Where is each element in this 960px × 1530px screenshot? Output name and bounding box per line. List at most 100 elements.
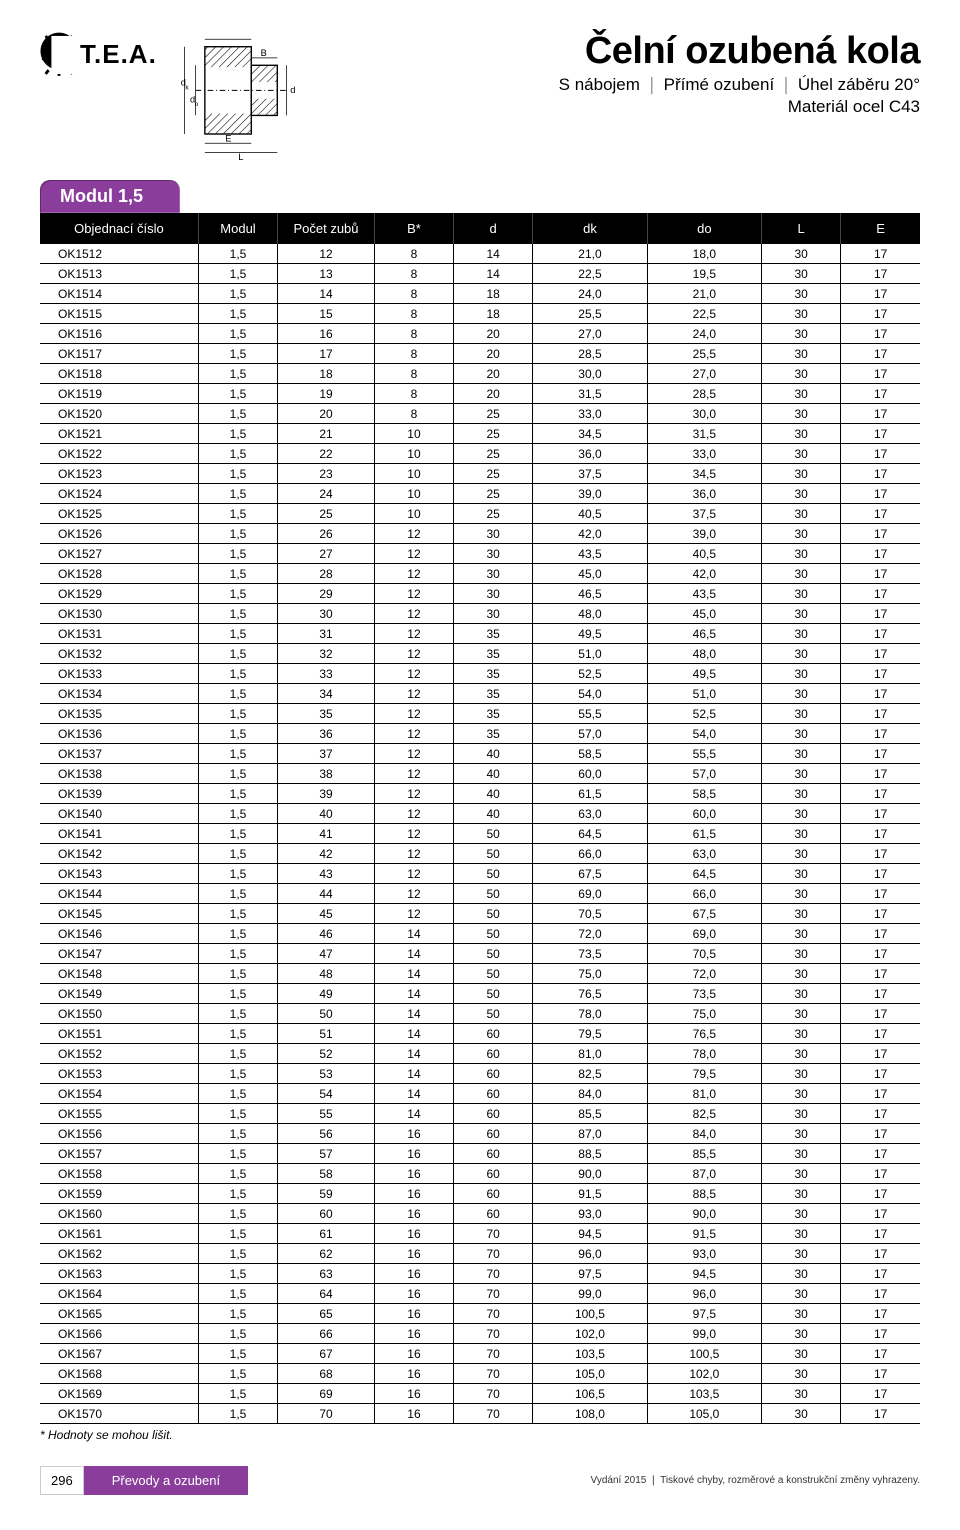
table-cell: 45 [278,904,375,924]
table-cell: 14 [454,244,533,264]
table-cell: 17 [841,544,920,564]
table-cell: 50 [454,1004,533,1024]
table-cell: 1,5 [198,824,277,844]
table-cell: 25,5 [533,304,647,324]
table-cell: 34,5 [533,424,647,444]
table-cell: OK1517 [40,344,198,364]
table-cell: 24,0 [647,324,761,344]
page-subtitle: S nábojem ❘ Přímé ozubení ❘ Úhel záběru … [559,75,920,95]
table-cell: 16 [374,1264,453,1284]
table-row: OK15171,51782028,525,53017 [40,344,920,364]
table-cell: 40 [454,804,533,824]
table-cell: 30 [762,544,841,564]
table-cell: 1,5 [198,344,277,364]
table-cell: 50 [454,944,533,964]
table-cell: 73,5 [533,944,647,964]
table-cell: OK1552 [40,1044,198,1064]
table-row: OK15681,5681670105,0102,03017 [40,1364,920,1384]
table-cell: 35 [278,704,375,724]
table-cell: 12 [374,824,453,844]
table-cell: 30 [762,1204,841,1224]
gear-diagram: dk do B d E L [177,30,307,160]
table-row: OK15191,51982031,528,53017 [40,384,920,404]
table-cell: 30 [762,1044,841,1064]
table-cell: 8 [374,344,453,364]
table-row: OK15181,51882030,027,03017 [40,364,920,384]
table-cell: OK1549 [40,984,198,1004]
table-cell: 102,0 [647,1364,761,1384]
table-cell: 61,5 [647,824,761,844]
svg-text:o: o [194,101,198,108]
table-cell: 21 [278,424,375,444]
table-cell: 16 [374,1384,453,1404]
table-cell: OK1515 [40,304,198,324]
table-cell: 1,5 [198,1024,277,1044]
table-cell: 17 [841,1284,920,1304]
table-cell: 100,5 [533,1304,647,1324]
table-cell: OK1519 [40,384,198,404]
table-cell: 103,5 [647,1384,761,1404]
table-cell: 1,5 [198,504,277,524]
table-cell: 57,0 [533,724,647,744]
table-cell: 14 [374,1104,453,1124]
table-cell: 45,0 [647,604,761,624]
table-cell: 64 [278,1284,375,1304]
table-row: OK15201,52082533,030,03017 [40,404,920,424]
table-cell: OK1561 [40,1224,198,1244]
table-cell: 39,0 [533,484,647,504]
table-row: OK15221,522102536,033,03017 [40,444,920,464]
table-cell: 30 [762,404,841,424]
table-cell: 12 [374,724,453,744]
table-cell: 57 [278,1144,375,1164]
table-cell: 12 [374,584,453,604]
table-cell: 16 [374,1344,453,1364]
table-cell: 16 [374,1224,453,1244]
table-cell: 45,0 [533,564,647,584]
table-cell: 46,5 [647,624,761,644]
table-cell: 30 [454,564,533,584]
table-cell: 8 [374,384,453,404]
table-cell: 35 [454,644,533,664]
table-cell: 53 [278,1064,375,1084]
table-cell: OK1570 [40,1404,198,1424]
table-cell: 12 [374,784,453,804]
table-cell: 43,5 [533,544,647,564]
table-cell: 78,0 [647,1044,761,1064]
table-cell: OK1530 [40,604,198,624]
table-cell: 17 [841,1084,920,1104]
table-cell: 17 [841,464,920,484]
table-cell: 1,5 [198,544,277,564]
col-header: Počet zubů [278,213,375,244]
table-cell: 17 [841,444,920,464]
table-cell: 20 [454,344,533,364]
table-cell: 40 [278,804,375,824]
table-cell: 51,0 [647,684,761,704]
table-cell: OK1559 [40,1184,198,1204]
table-cell: OK1541 [40,824,198,844]
table-cell: 63,0 [533,804,647,824]
data-table-wrap: Objednací čísloModulPočet zubůB*ddkdoLE … [40,213,920,1424]
table-cell: 30 [454,544,533,564]
table-cell: 70 [454,1244,533,1264]
table-cell: 1,5 [198,324,277,344]
table-cell: 30 [762,1364,841,1384]
table-cell: 72,0 [533,924,647,944]
table-cell: 30 [762,504,841,524]
table-cell: 12 [374,684,453,704]
table-row: OK15651,5651670100,597,53017 [40,1304,920,1324]
table-row: OK15511,551146079,576,53017 [40,1024,920,1044]
table-cell: 50 [454,864,533,884]
table-cell: 17 [841,704,920,724]
table-row: OK15481,548145075,072,03017 [40,964,920,984]
page-title: Čelní ozubená kola [559,30,920,73]
table-row: OK15641,564167099,096,03017 [40,1284,920,1304]
table-cell: 72,0 [647,964,761,984]
table-cell: 1,5 [198,644,277,664]
table-cell: 15 [278,304,375,324]
gear-icon [40,30,78,78]
table-cell: 10 [374,444,453,464]
table-cell: OK1550 [40,1004,198,1024]
table-cell: OK1512 [40,244,198,264]
table-cell: 17 [841,864,920,884]
table-cell: 40 [454,744,533,764]
